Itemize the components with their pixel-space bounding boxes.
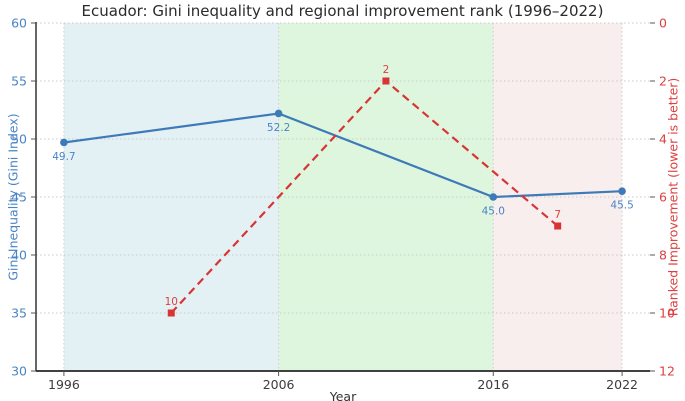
regional-improvement-rank-point-label: 2: [383, 64, 390, 76]
left-tick-label: 60: [11, 16, 27, 31]
left-tick-label: 40: [11, 248, 27, 263]
x-tick-label: 1996: [48, 377, 80, 392]
left-tick-label: 30: [11, 364, 27, 379]
right-tick-label: 0: [659, 16, 667, 31]
chart-title: Ecuador: Gini inequality and regional im…: [81, 2, 604, 20]
left-tick-label: 55: [11, 74, 27, 89]
regional-improvement-rank-point: [554, 222, 562, 230]
gini-index-point-label: 49.7: [52, 151, 75, 163]
right-tick-label: 10: [659, 306, 675, 321]
left-tick-label: 45: [11, 190, 27, 205]
gini-index-point-label: 45.5: [610, 200, 633, 212]
gini-index-point: [618, 187, 626, 195]
gini-index-point: [60, 138, 68, 147]
regional-improvement-rank-point-label: 7: [554, 209, 561, 221]
right-tick-label: 6: [659, 190, 667, 205]
right-tick-label: 12: [659, 364, 675, 379]
x-tick-label: 2016: [477, 377, 509, 392]
regional-improvement-rank-point: [382, 77, 390, 85]
x-tick-label: 2006: [263, 377, 295, 392]
x-tick-label: 2022: [606, 377, 638, 392]
gini-index-point: [489, 193, 498, 201]
regional-improvement-rank-point: [167, 309, 175, 317]
gini-index-point-label: 52.2: [267, 122, 290, 134]
right-tick-label: 2: [659, 74, 667, 89]
gini-index-point: [274, 109, 283, 118]
right-tick-label: 4: [659, 132, 667, 147]
left-tick-label: 50: [11, 132, 27, 147]
left-tick-label: 35: [11, 306, 27, 321]
gini-index-line: [63, 112, 623, 199]
regional-improvement-rank-point-label: 10: [165, 296, 178, 308]
right-tick-label: 8: [659, 248, 667, 263]
gini-index-point-label: 45.0: [482, 206, 505, 218]
x-axis-label: Year: [329, 389, 357, 401]
